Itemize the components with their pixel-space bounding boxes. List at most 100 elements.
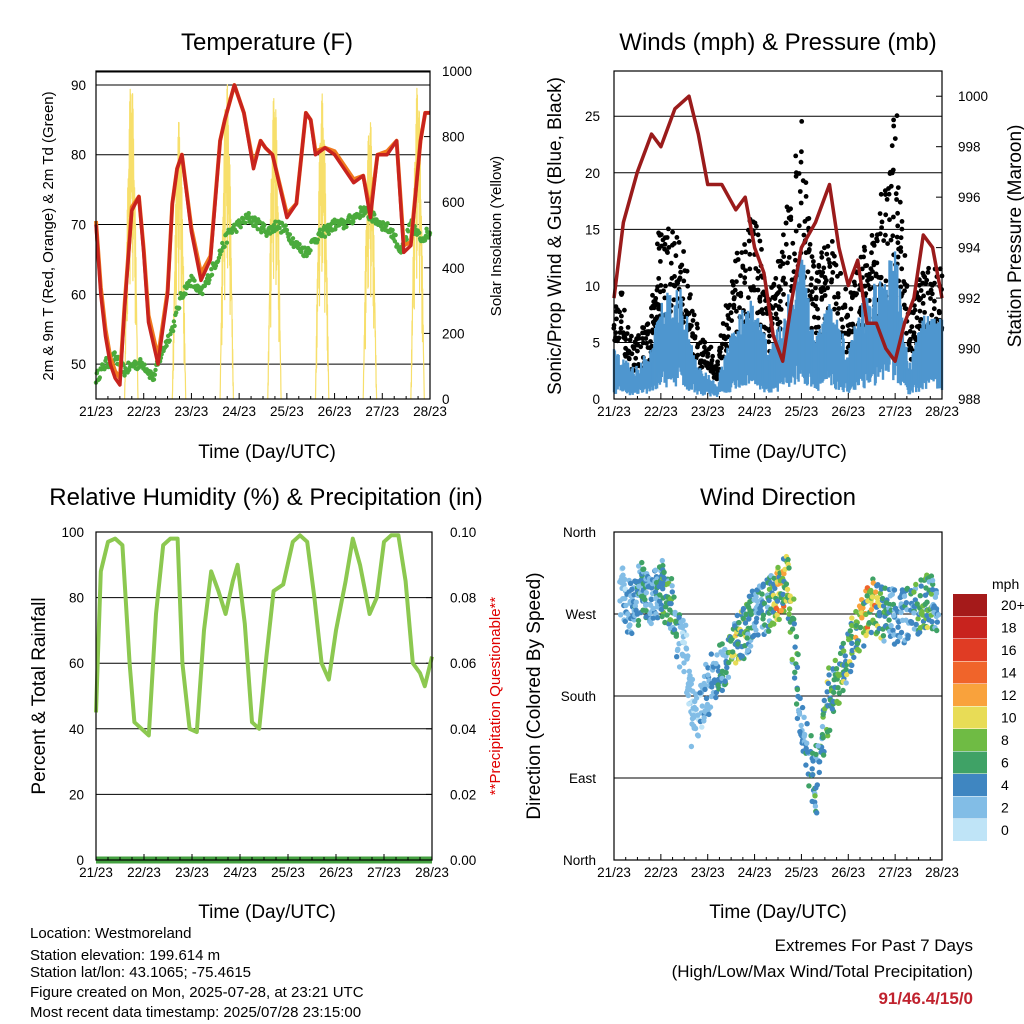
- gust-point: [662, 295, 668, 301]
- gust-point: [737, 305, 742, 311]
- wind-y2tick-label: 1000: [958, 89, 988, 104]
- legend-label: 16: [1001, 642, 1017, 658]
- direction-point: [674, 654, 680, 660]
- legend-swatch: [953, 819, 987, 841]
- gust-point: [759, 307, 765, 312]
- direction-point: [935, 612, 942, 618]
- gust-point: [816, 262, 822, 268]
- gust-point: [798, 200, 804, 206]
- direction-point: [723, 669, 729, 676]
- dewpoint-point: [344, 224, 349, 229]
- direction-point: [841, 648, 847, 654]
- direction-point: [891, 632, 897, 638]
- dewpoint-point: [351, 219, 356, 224]
- direction-point: [707, 704, 714, 710]
- gust-point: [724, 322, 729, 328]
- direction-point: [620, 565, 626, 571]
- gust-point: [783, 241, 789, 247]
- gust-point: [789, 277, 795, 283]
- direction-point: [843, 680, 849, 686]
- rh-y2tick-label: 0.08: [450, 591, 476, 606]
- temperature-plot: 50 60 70 80 90 0 200 400 600 800 1000 21/23 22/23 23/…: [71, 64, 472, 419]
- gust-point: [743, 268, 748, 273]
- dewpoint-point: [220, 240, 225, 246]
- direction-point: [660, 581, 666, 587]
- gust-point: [809, 254, 815, 260]
- gust-point: [738, 273, 743, 279]
- direction-point: [917, 593, 923, 599]
- direction-point: [681, 668, 687, 675]
- direction-point: [853, 619, 859, 625]
- direction-point: [791, 616, 797, 622]
- gust-point: [888, 237, 894, 243]
- direction-point: [745, 647, 751, 653]
- gust-point: [897, 199, 903, 205]
- rh-xtick-label: 25/23: [271, 865, 305, 880]
- direction-point: [776, 616, 782, 623]
- legend-swatch: [953, 729, 987, 751]
- direction-point: [650, 605, 656, 612]
- gust-point: [661, 288, 666, 294]
- direction-point: [868, 606, 875, 613]
- dewpoint-point: [315, 237, 320, 242]
- gust-point: [718, 345, 724, 351]
- wind-y2tick-label: 990: [958, 342, 981, 357]
- dir-ytick-label: North: [563, 525, 596, 540]
- temp-xtick-label: 23/23: [175, 404, 209, 419]
- legend-swatch: [953, 774, 987, 796]
- direction-point: [844, 671, 850, 678]
- direction-point: [650, 615, 656, 621]
- gust-point: [863, 291, 869, 296]
- gust-point: [746, 295, 751, 300]
- direction-point: [870, 576, 876, 582]
- gust-point: [734, 250, 740, 256]
- direction-point: [754, 615, 760, 622]
- direction-point: [816, 769, 822, 776]
- gust-point: [932, 280, 937, 286]
- station-location: Location: Westmoreland: [30, 925, 191, 942]
- gust-point: [747, 251, 753, 257]
- gust-point: [822, 293, 828, 298]
- solar-series: [410, 87, 425, 400]
- gust-point: [626, 355, 632, 361]
- direction-point: [914, 601, 920, 607]
- direction-point: [702, 686, 708, 693]
- gust-point: [813, 296, 819, 302]
- dir-xtick-label: 24/23: [738, 865, 772, 880]
- direction-point: [911, 589, 917, 595]
- gust-point: [806, 247, 812, 252]
- dewpoint-point: [392, 239, 398, 244]
- gust-point: [679, 262, 685, 268]
- direction-point: [692, 725, 699, 732]
- direction-point: [747, 643, 754, 649]
- direction-point: [847, 628, 853, 634]
- solar-series: [219, 84, 234, 400]
- gust-point: [883, 232, 888, 238]
- gust-point: [666, 245, 672, 250]
- dir-xtick-label: 22/23: [644, 865, 678, 880]
- dir-xtick-label: 28/23: [925, 865, 959, 880]
- gust-point: [878, 191, 884, 197]
- gust-point: [778, 298, 783, 304]
- gust-point: [734, 308, 739, 314]
- gust-point: [773, 276, 779, 281]
- direction-point: [617, 598, 623, 604]
- direction-point: [889, 591, 895, 598]
- direction-point: [814, 782, 820, 788]
- dewpoint-point: [308, 248, 313, 253]
- direction-point: [789, 626, 796, 632]
- gust-point: [646, 329, 652, 334]
- rh-xtick-label: 23/23: [175, 865, 209, 880]
- dir-ytick-label: West: [565, 607, 596, 622]
- gust-point: [881, 238, 887, 244]
- gust-point: [902, 288, 907, 294]
- gust-point: [730, 282, 736, 288]
- gust-point: [819, 250, 824, 256]
- direction-point: [635, 622, 642, 628]
- gust-point: [895, 240, 901, 246]
- dewpoint-point: [209, 272, 215, 277]
- direction-point: [672, 611, 679, 618]
- direction-point: [814, 810, 820, 816]
- dewpoint-point: [238, 225, 243, 230]
- gust-point: [797, 189, 803, 194]
